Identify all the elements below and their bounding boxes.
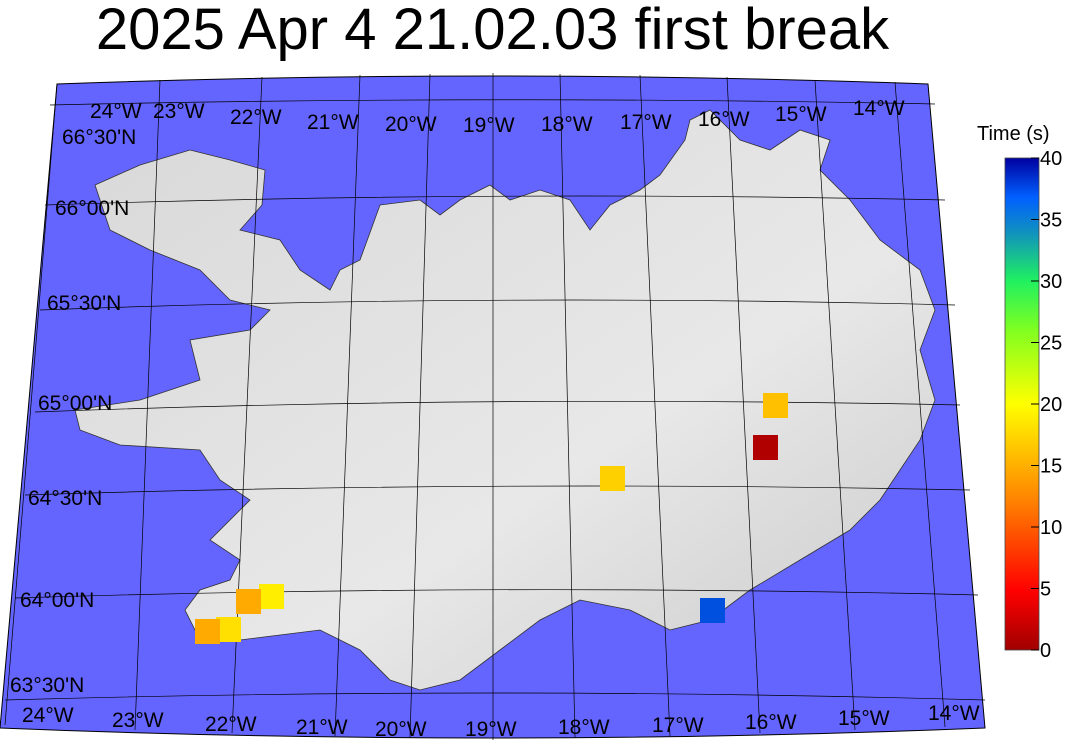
colorbar-tick-label: 40 (1040, 148, 1062, 170)
lat-label: 65°30'N (47, 292, 121, 315)
station-markers (195, 393, 788, 644)
colorbar-tick-label: 15 (1040, 456, 1062, 478)
iceland-landmass (74, 109, 936, 691)
lon-label: 19°W (463, 114, 515, 137)
colorbar-tick-label: 30 (1040, 271, 1062, 293)
lon-label: 16°W (698, 108, 750, 131)
lat-label: 66°30'N (62, 126, 136, 149)
lon-label: 15°W (775, 103, 827, 126)
graticule (4, 73, 986, 740)
station-marker (763, 393, 788, 418)
colorbar-tick-label: 10 (1040, 517, 1062, 539)
lon-label: 15°W (838, 707, 890, 730)
map-title: 2025 Apr 4 21.02.03 first break (95, 0, 890, 62)
lon-label: 21°W (307, 111, 359, 134)
latitude-labels: 66°30'N 66°00'N 65°30'N 65°00'N 64°30'N … (10, 126, 136, 697)
station-marker (216, 617, 241, 642)
station-marker (259, 584, 284, 609)
lon-label: 18°W (558, 716, 610, 739)
colorbar-tick-label: 0 (1040, 640, 1051, 662)
lon-label: 22°W (230, 106, 282, 129)
lon-label: 21°W (296, 716, 348, 739)
lon-label: 17°W (620, 111, 672, 134)
colorbar-label: Time (s) (977, 123, 1050, 145)
lat-label: 64°00'N (20, 589, 94, 612)
station-marker (600, 466, 625, 491)
colorbar-tick-label: 25 (1040, 333, 1062, 355)
bottom-longitude-labels: 24°W 23°W 22°W 21°W 20°W 19°W 18°W 17°W … (22, 702, 980, 741)
top-longitude-labels: 24°W 23°W 22°W 21°W 20°W 19°W 18°W 17°W … (90, 97, 905, 137)
lon-label: 19°W (465, 718, 517, 741)
lon-label: 23°W (153, 100, 205, 123)
lon-label: 24°W (90, 100, 142, 123)
lon-label: 20°W (385, 113, 437, 136)
lon-label: 17°W (652, 714, 704, 737)
lon-label: 18°W (541, 113, 593, 136)
station-marker (195, 619, 220, 644)
colorbar-tick-label: 20 (1040, 394, 1062, 416)
colorbar-tick-label: 35 (1040, 210, 1062, 232)
colorbar-tick-label: 5 (1040, 579, 1051, 601)
lon-label: 14°W (853, 97, 905, 120)
lon-label: 14°W (928, 702, 980, 725)
lon-label: 16°W (745, 711, 797, 734)
lon-label: 20°W (375, 718, 427, 741)
lon-label: 24°W (22, 704, 74, 727)
lon-label: 23°W (112, 709, 164, 732)
lat-label: 66°00'N (55, 197, 129, 220)
lat-label: 63°30'N (10, 674, 84, 697)
lat-label: 65°00'N (38, 392, 112, 415)
lon-label: 22°W (205, 713, 257, 736)
station-marker (700, 598, 725, 623)
lat-label: 64°30'N (28, 487, 102, 510)
station-marker (753, 435, 778, 460)
colorbar: Time (s) 0 5 10 15 20 25 30 35 40 (977, 123, 1062, 662)
station-marker (236, 589, 261, 614)
